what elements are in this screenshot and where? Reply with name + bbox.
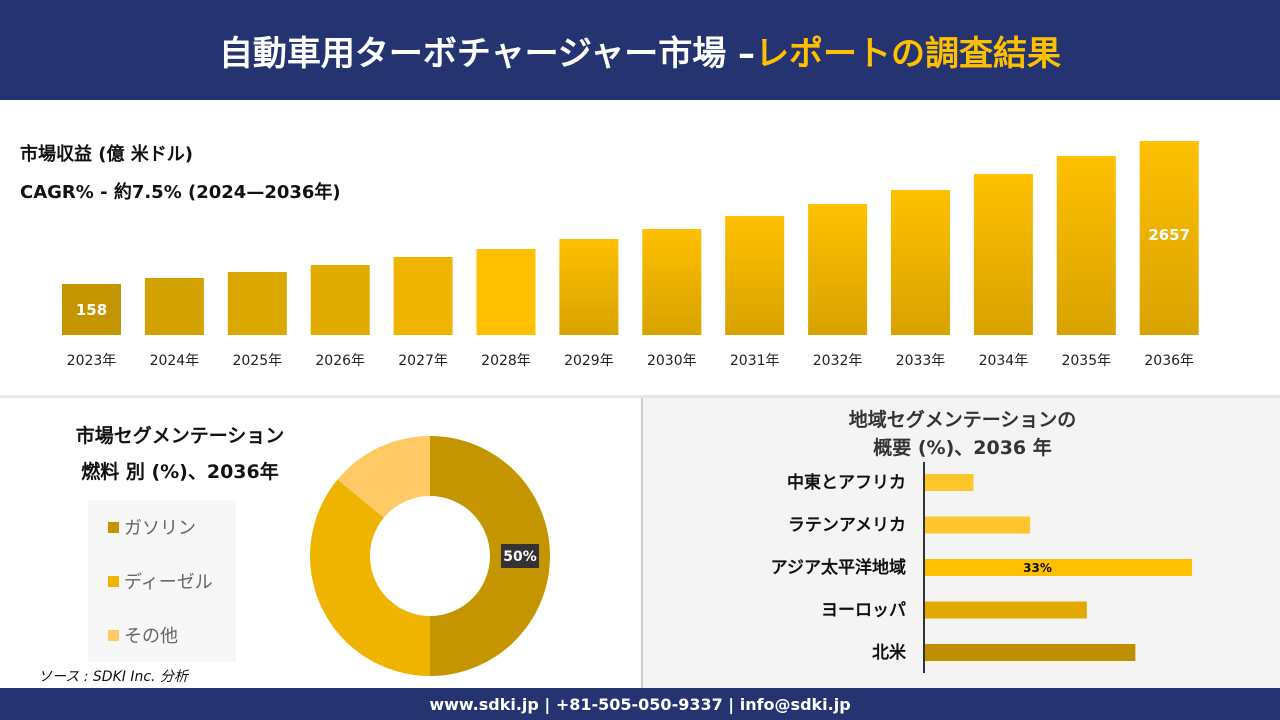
region-label: 北米	[872, 642, 907, 663]
year-label: 2025年	[232, 353, 282, 369]
year-label: 2030年	[647, 353, 697, 369]
title-accent: レポートの調査結果	[755, 33, 1062, 74]
legend-swatch	[108, 575, 119, 587]
revenue-bar	[725, 216, 785, 335]
bar-data-label: 158	[76, 301, 107, 319]
region-data-label: 33%	[1023, 561, 1052, 575]
revenue-bar	[476, 248, 536, 335]
title-main: 自動車用ターボチャージャー市場 –	[218, 33, 756, 74]
legend-item: ディーゼル	[108, 568, 213, 594]
legend-label: ガソリン	[124, 518, 196, 539]
region-bar	[925, 474, 974, 491]
revenue-bar	[642, 229, 702, 335]
legend-label: ディーゼル	[124, 572, 213, 593]
donut-slice	[310, 479, 430, 676]
segment-title: 市場セグメンテーション 燃料 別 (%)、2036年	[75, 425, 285, 483]
year-label: 2024年	[150, 353, 200, 369]
revenue-bar	[144, 277, 204, 335]
footer-contact: www.sdki.jp | +81-505-050-9337 | info@sd…	[0, 688, 1280, 720]
region-bar	[925, 516, 1031, 534]
year-label: 2036年	[1144, 353, 1194, 369]
source-note: ソース : SDKI Inc. 分析	[38, 669, 188, 685]
region-label: ラテンアメリカ	[788, 516, 906, 536]
year-label: 2027年	[398, 353, 448, 369]
donut-data-label: 50%	[503, 549, 537, 565]
year-label: 2032年	[813, 353, 863, 369]
fuel-segment-panel: 市場セグメンテーション 燃料 別 (%)、2036年 ガソリンディーゼルその他 5…	[0, 398, 640, 688]
year-label: 2034年	[979, 353, 1029, 369]
region-bar	[925, 559, 1192, 576]
region-bar	[925, 601, 1087, 619]
revenue-bar	[227, 271, 287, 335]
year-label: 2031年	[730, 353, 780, 369]
revenue-bar	[973, 174, 1033, 335]
revenue-bar	[1139, 141, 1199, 335]
bar-data-label: 2657	[1148, 226, 1190, 244]
revenue-bar	[891, 189, 950, 335]
legend-item: その他	[108, 622, 178, 648]
revenue-bar	[393, 256, 453, 335]
donut-legend: ガソリンディーゼルその他	[88, 500, 236, 662]
region-label: アジア太平洋地域	[771, 557, 906, 578]
year-label: 2029年	[564, 353, 614, 369]
legend-label: その他	[124, 626, 178, 647]
region-bar	[925, 644, 1136, 661]
revenue-bar	[62, 284, 121, 335]
legend-swatch	[108, 521, 119, 533]
cagr-text: CAGR% - 約7.5% (2024—2036年)	[20, 182, 341, 203]
donut-slice	[337, 436, 430, 518]
revenue-bar	[559, 239, 619, 335]
region-label: ヨーロッパ	[821, 601, 906, 621]
revenue-bar	[1056, 155, 1116, 335]
donut-slice	[430, 436, 550, 676]
divider	[0, 395, 1280, 398]
header-banner: 自動車用ターボチャージャー市場 – レポートの調査結果	[0, 0, 1280, 100]
revenue-bar	[808, 204, 868, 335]
legend-item: ガソリン	[108, 514, 196, 540]
revenue-bar	[310, 265, 370, 335]
year-label: 2026年	[315, 353, 365, 369]
region-title: 地域セグメンテーションの 概要 (%)、2036 年	[848, 409, 1077, 459]
year-label: 2028年	[481, 353, 531, 369]
year-label: 2035年	[1061, 353, 1111, 369]
year-label: 2033年	[896, 353, 946, 369]
region-label: 中東とアフリカ	[787, 472, 906, 493]
year-label: 2023年	[67, 353, 117, 369]
legend-swatch	[108, 629, 119, 641]
region-segment-panel: 地域セグメンテーションの 概要 (%)、2036 年 中東とアフリカ ラテンアメリカ…	[641, 398, 1280, 688]
revenue-bar-chart: 2023年 158 2024年 2025年 2026年 2027年 2028年 2029年 20…	[62, 141, 1199, 369]
data-label-box	[501, 544, 539, 568]
fuel-donut-chart: 50%	[310, 436, 550, 676]
revenue-title: 市場収益 (億 米ドル)	[20, 144, 193, 165]
